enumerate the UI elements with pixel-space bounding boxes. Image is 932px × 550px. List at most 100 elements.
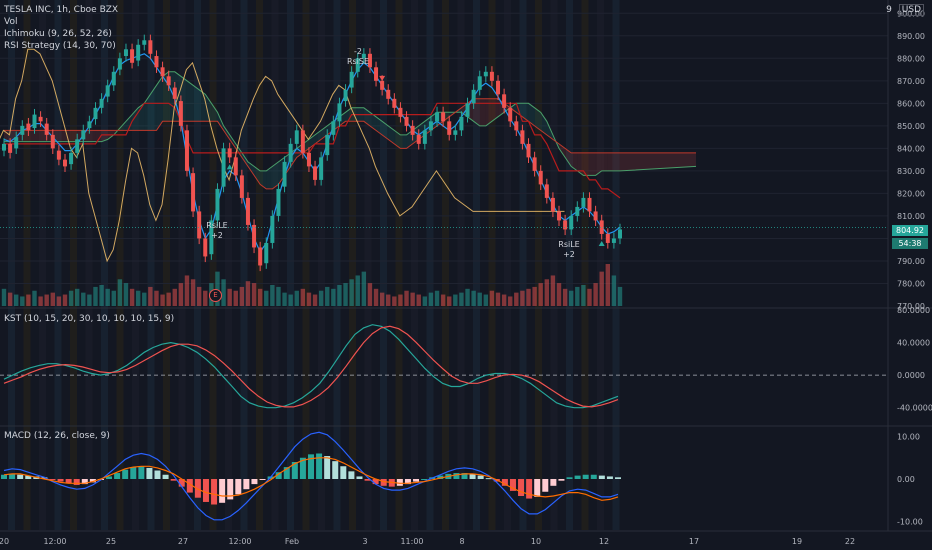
volume-bar <box>38 296 43 306</box>
session-stripe <box>488 0 496 530</box>
scale-settings[interactable]: 9 USD <box>886 4 924 16</box>
currency-label[interactable]: USD <box>898 4 924 16</box>
macd-histogram-bar <box>227 479 234 500</box>
time-tick-label: 3 <box>362 537 367 546</box>
volume-bar <box>68 290 74 306</box>
candle-body <box>130 49 135 63</box>
ichimoku-label[interactable]: Ichimoku (9, 26, 52, 26) <box>4 29 112 39</box>
volume-bar <box>318 290 324 306</box>
candle-body <box>166 76 171 86</box>
macd-histogram-bar <box>308 454 314 479</box>
volume-bar <box>349 279 354 306</box>
macd-histogram-bar <box>316 453 323 479</box>
volume-bar <box>111 290 116 306</box>
earnings-marker[interactable]: E <box>209 289 222 302</box>
macd-histogram-bar <box>57 479 64 482</box>
volume-bar <box>471 290 476 306</box>
candle-body <box>136 44 141 61</box>
volume-bar <box>184 275 190 306</box>
macd-histogram-bar <box>566 477 573 479</box>
macd-histogram-bar <box>364 479 371 481</box>
candle-body <box>477 76 482 90</box>
kst-tick-label: 80.0000 <box>897 306 930 315</box>
volume-bar <box>434 290 440 306</box>
candle-body <box>508 107 513 122</box>
macd-histogram-bar <box>372 479 379 485</box>
volume-bar <box>337 285 342 306</box>
macd-histogram-bar <box>396 479 403 486</box>
cloud-segment <box>58 130 65 142</box>
session-stripe <box>302 0 310 530</box>
candle-body <box>618 229 622 239</box>
kst-tick-label: 0.0000 <box>897 371 925 380</box>
main-legend: TESLA INC, 1h, Cboe BZX Vol Ichimoku (9,… <box>4 4 118 52</box>
volume-bar <box>593 283 598 306</box>
macd-label[interactable]: MACD (12, 26, close, 9) <box>4 431 110 441</box>
volume-bar <box>325 286 330 306</box>
volume-label[interactable]: Vol <box>4 17 18 27</box>
signal-rsi-se-size: -2 <box>354 47 362 56</box>
cloud-segment <box>144 94 151 131</box>
candle-body <box>538 170 543 185</box>
volume-bar <box>355 275 360 306</box>
macd-histogram-bar <box>162 474 169 479</box>
volume-bar <box>123 283 129 306</box>
price-tick-label: 780.00 <box>897 279 925 288</box>
volume-bar <box>288 294 293 306</box>
macd-legend[interactable]: MACD (12, 26, close, 9) <box>4 430 110 442</box>
candle-body <box>160 67 165 77</box>
candle-body <box>306 152 311 167</box>
candle-body <box>50 134 55 149</box>
macd-histogram-bar <box>65 479 72 484</box>
macd-histogram-bar <box>340 466 347 479</box>
macd-histogram-bar <box>380 479 387 486</box>
symbol-title[interactable]: TESLA INC, 1h, Cboe BZX <box>4 5 119 15</box>
volume-bar <box>386 294 391 306</box>
macd-histogram-bar <box>81 479 88 485</box>
volume-bar <box>373 288 379 306</box>
cloud-segment <box>369 112 377 131</box>
candle-body <box>26 123 31 131</box>
session-stripe <box>504 0 511 530</box>
cloud-segment <box>577 152 584 176</box>
volume-bar <box>203 290 208 306</box>
volume-bar <box>428 292 434 306</box>
candle-body <box>514 121 519 131</box>
volume-bar <box>611 275 617 306</box>
kst-legend[interactable]: KST (10, 15, 20, 30, 10, 10, 10, 15, 9) <box>4 313 174 325</box>
time-tick-label: 12 <box>599 537 609 546</box>
kst-label[interactable]: KST (10, 15, 20, 30, 10, 10, 10, 15, 9) <box>4 314 175 324</box>
signal-rsi-se: -2 RsiSE <box>344 47 372 67</box>
volume-bar <box>520 290 525 306</box>
time-tick-label: 8 <box>459 537 464 546</box>
macd-histogram-bar <box>219 479 226 503</box>
macd-histogram-bar <box>154 470 161 479</box>
macd-histogram-bar <box>178 479 185 487</box>
volume-bar <box>617 286 623 306</box>
price-candles[interactable] <box>0 34 888 272</box>
macd-histogram-bar <box>550 479 557 486</box>
axes: 900.00890.00880.00870.00860.00850.00840.… <box>0 9 932 546</box>
volume-bar <box>398 294 403 306</box>
session-stripe <box>426 0 434 530</box>
candle-body <box>422 130 427 144</box>
session-stripe <box>39 0 46 530</box>
kst-signal-line <box>3 325 619 408</box>
kst-line <box>3 324 619 409</box>
session-stripe <box>519 0 527 530</box>
candle-body <box>337 103 342 122</box>
candle-body <box>44 123 49 135</box>
price-tick-label: 830.00 <box>897 167 925 176</box>
volume-bar <box>20 296 25 306</box>
price-tick-label: 880.00 <box>897 54 925 63</box>
cloud-segment <box>150 85 157 131</box>
session-stripe <box>535 0 542 530</box>
rsi-strategy-label[interactable]: RSI Strategy (14, 30, 70) <box>4 41 116 51</box>
volume-bar <box>501 294 507 306</box>
candle-body <box>2 143 6 151</box>
volume-bar <box>495 292 501 306</box>
price-tick-label: 850.00 <box>897 122 925 131</box>
session-stripe <box>101 0 108 530</box>
candle-body <box>581 197 586 207</box>
